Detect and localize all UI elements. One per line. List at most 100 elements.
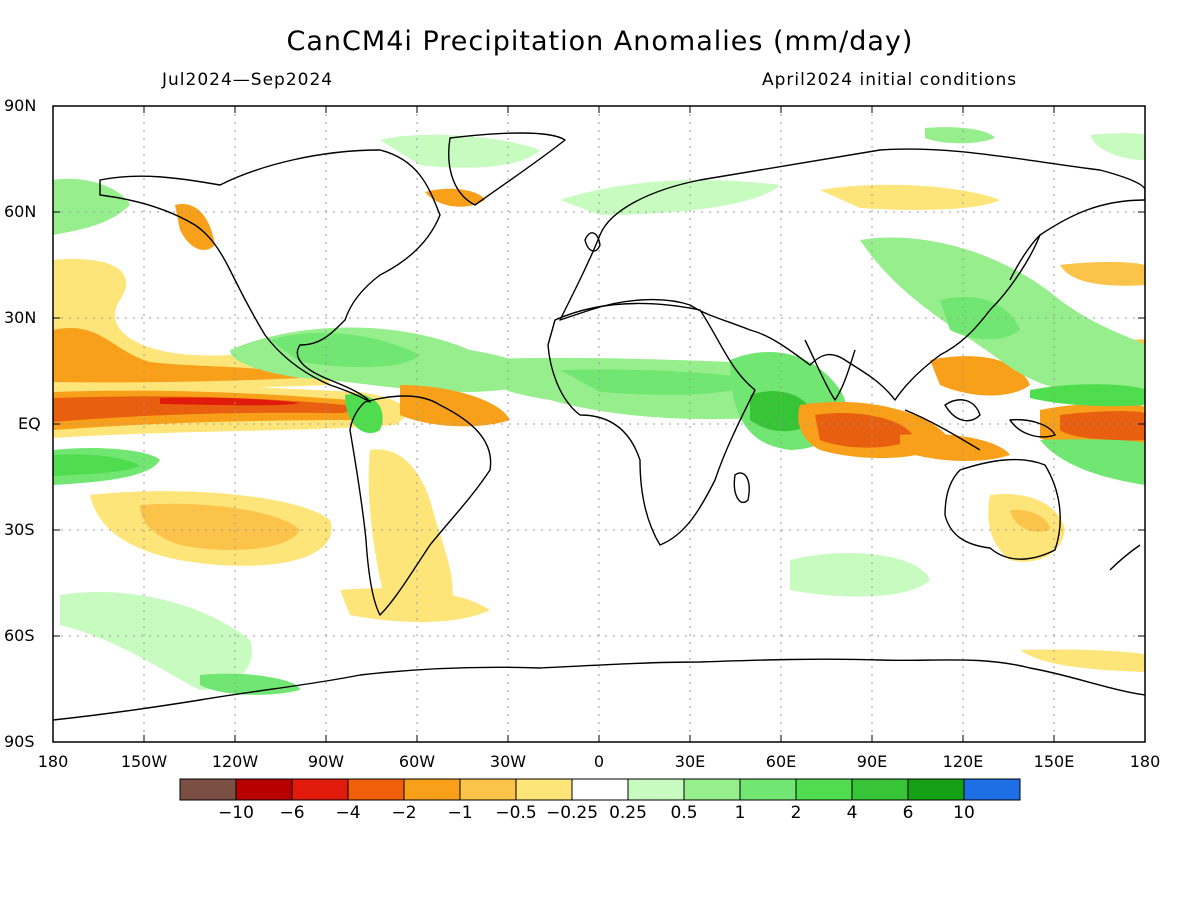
anomaly-dry-medium — [175, 204, 215, 250]
borneo-outline — [944, 399, 981, 422]
anomaly-dry-medium — [930, 356, 1030, 396]
colorbar-swatch — [571, 778, 629, 801]
colorbar-label: 1 — [734, 803, 746, 823]
anomaly-dry-medium — [1060, 262, 1145, 286]
colorbar-label: 0.5 — [670, 803, 698, 823]
japan-outline — [1009, 234, 1041, 281]
africa-outline — [547, 302, 756, 546]
anomaly-dry-medium — [140, 503, 300, 550]
anomaly-wet-medium — [1030, 384, 1145, 407]
india-outline — [804, 339, 856, 401]
greenland-outline — [448, 132, 566, 206]
anomaly-dry-medium — [1010, 509, 1050, 532]
anomaly-wet-medium — [270, 332, 420, 368]
anomaly-wet-medium — [345, 394, 383, 434]
anomaly-wet-light — [790, 552, 930, 597]
lat-label: EQ — [18, 414, 41, 433]
anomaly-wet-light — [53, 178, 130, 235]
colorbar-swatch — [347, 778, 405, 801]
colorbar-swatch — [683, 778, 741, 801]
lat-label: 90N — [4, 96, 37, 115]
lat-lon-grid — [53, 106, 1145, 742]
anomaly-dry-strong — [160, 397, 300, 406]
lon-label: 120E — [942, 752, 984, 771]
colorbar-swatch — [179, 778, 237, 801]
lon-label: 0 — [593, 752, 605, 771]
colorbar-swatch — [291, 778, 349, 801]
anomaly-dry-strong — [815, 412, 915, 448]
colorbar-swatch — [907, 778, 965, 801]
lat-label: 90S — [4, 732, 35, 751]
anomaly-dry-light — [368, 449, 453, 623]
colorbar-label: −1 — [447, 803, 473, 823]
colorbar-swatch — [795, 778, 853, 801]
new-zealand-outline — [1109, 544, 1141, 571]
madagascar-outline — [733, 472, 750, 503]
anomaly-wet-light — [60, 592, 252, 690]
colorbar — [179, 778, 1021, 801]
colorbar-label: −2 — [391, 803, 417, 823]
lon-label: 180 — [1129, 752, 1161, 771]
map-title: CanCM4i Precipitation Anomalies (mm/day) — [286, 26, 914, 57]
initial-conditions: April2024 initial conditions — [762, 70, 1018, 90]
north-america-outline — [99, 149, 441, 403]
lon-label: 90E — [856, 752, 888, 771]
new-guinea-outline — [1009, 418, 1056, 438]
colorbar-label: −4 — [335, 803, 361, 823]
axis-ticks — [52, 105, 1146, 743]
colorbar-label: 10 — [953, 803, 975, 823]
lat-label: 60S — [4, 626, 35, 645]
forecast-period: Jul2024—Sep2024 — [162, 70, 334, 90]
anomaly-wet-light — [380, 134, 540, 168]
antarctica-outline — [53, 658, 1145, 721]
colorbar-label: −6 — [279, 803, 305, 823]
colorbar-swatch — [515, 778, 573, 801]
lat-label: 30N — [4, 308, 37, 327]
precipitation-anomaly-field — [53, 127, 1145, 695]
lon-label: 150E — [1033, 752, 1075, 771]
anomaly-wet-light — [560, 180, 780, 215]
lon-label: 180 — [37, 752, 69, 771]
lat-label: 60N — [4, 202, 37, 221]
eurasia-outline — [559, 148, 1145, 401]
colorbar-swatch — [627, 778, 685, 801]
anomaly-dry-light — [1020, 649, 1145, 672]
lat-label: 30S — [4, 520, 35, 539]
indonesia-outline — [904, 409, 981, 451]
anomaly-dry-medium — [900, 433, 1010, 462]
anomaly-dry-medium — [400, 385, 510, 427]
anomaly-wet-medium — [940, 296, 1020, 340]
anomaly-wet-light — [925, 127, 995, 144]
lon-label: 120W — [211, 752, 259, 771]
colorbar-label: 4 — [846, 803, 858, 823]
colorbar-label: 2 — [790, 803, 802, 823]
colorbar-swatch — [851, 778, 909, 801]
colorbar-swatch — [235, 778, 293, 801]
coastlines — [53, 132, 1145, 721]
colorbar-swatch — [403, 778, 461, 801]
colorbar-label: 0.25 — [609, 803, 647, 823]
colorbar-swatch — [963, 778, 1021, 801]
colorbar-swatch — [459, 778, 517, 801]
lon-label: 30W — [489, 752, 527, 771]
anomaly-wet-medium — [1040, 439, 1145, 485]
anomaly-dry-light — [340, 588, 490, 622]
colorbar-label: 6 — [902, 803, 914, 823]
anomaly-wet-medium — [200, 673, 300, 695]
anomaly-dry-medium — [53, 327, 300, 383]
colorbar-label: −10 — [218, 803, 254, 823]
anomaly-wet-medium — [560, 369, 760, 395]
lon-label: 150W — [120, 752, 168, 771]
lon-label: 90W — [307, 752, 345, 771]
colorbar-label: −0.25 — [545, 803, 599, 823]
uk-outline — [584, 232, 601, 252]
colorbar-swatch — [739, 778, 797, 801]
south-america-outline — [349, 395, 492, 616]
anomaly-wet-light — [1090, 133, 1145, 160]
anomaly-wet-strong — [53, 454, 140, 476]
lon-label: 60W — [398, 752, 436, 771]
lon-label: 60E — [765, 752, 797, 771]
anomaly-dry-strong — [1060, 411, 1145, 441]
lon-label: 30E — [674, 752, 706, 771]
